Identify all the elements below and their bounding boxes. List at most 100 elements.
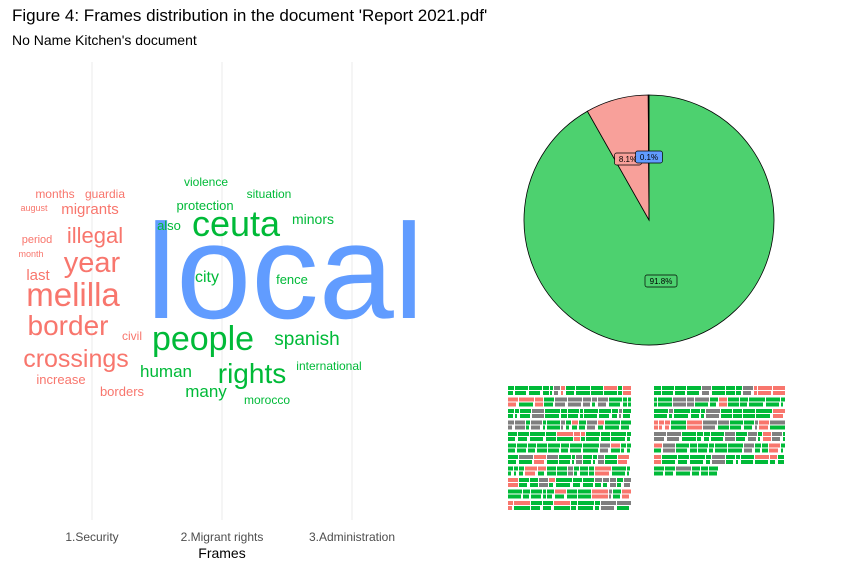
waffle-segment (515, 386, 528, 390)
waffle-segment (572, 425, 577, 430)
waffle-segment (514, 501, 530, 505)
waffle-segment (600, 448, 608, 453)
waffle-segment (627, 437, 630, 441)
waffle-segment (543, 386, 549, 390)
waffle-segment (595, 483, 601, 487)
waffle-segment (658, 402, 672, 407)
waffle-segment (697, 432, 703, 436)
waffle-segment (519, 455, 533, 459)
waffle-segment (623, 386, 631, 390)
waffle-segment (756, 409, 772, 413)
waffle-segment (749, 397, 765, 402)
waffle-segment (559, 460, 570, 464)
waffle-segment (698, 448, 707, 453)
waffle-segment (568, 409, 579, 413)
wordcloud-gridlines (91, 62, 353, 520)
waffle-segment (532, 409, 544, 413)
waffle-segment (595, 506, 599, 510)
waffle-segment (701, 409, 705, 413)
waffle-segment (519, 460, 532, 464)
waffle-segment (600, 443, 610, 448)
waffle-segment (772, 432, 782, 436)
waffle-segment (583, 402, 590, 407)
waffle-segment (611, 432, 626, 436)
waffle-segment (525, 466, 537, 471)
waffle-segment (617, 501, 631, 505)
waffle-segment (598, 425, 603, 430)
waffle-segment (508, 506, 512, 510)
waffle-segment (561, 420, 565, 425)
waffle-segment (726, 455, 735, 459)
waffle-segment (744, 448, 752, 453)
waffle-segment (654, 420, 658, 425)
waffle-chart (508, 386, 785, 510)
waffle-segment (654, 414, 667, 418)
waffle-segment (601, 501, 616, 505)
waffle-segment (743, 414, 755, 418)
waffle-segment (508, 420, 514, 425)
waffle-segment (728, 402, 739, 407)
waffle-segment (519, 471, 523, 476)
waffle-segment (531, 425, 540, 430)
waffle-segment (519, 397, 534, 402)
waffle-segment (690, 455, 705, 459)
waffle-segment (758, 437, 760, 441)
waffle-segment (621, 420, 631, 425)
waffle-segment (695, 397, 709, 402)
waffle-segment (543, 501, 553, 505)
waffle-segment (508, 443, 516, 448)
waffle-segment (555, 489, 566, 494)
waffle-segment (566, 386, 575, 390)
waffle-segment (618, 460, 627, 464)
waffle-segment (627, 443, 631, 448)
waffle-segment (781, 402, 783, 407)
waffle-segment (758, 391, 771, 395)
waffle-segment (554, 386, 560, 390)
word-international: international (296, 359, 361, 373)
word-city: city (195, 269, 219, 286)
pie-chart: 91.8% 8.1% 0.1% (523, 94, 775, 346)
waffle-segment (697, 437, 701, 441)
waffle-segment (690, 448, 697, 453)
waffle-segment (556, 483, 570, 487)
word-border: border (28, 310, 109, 341)
waffle-segment (567, 489, 577, 494)
waffle-segment (515, 409, 519, 413)
waffle-segment (704, 432, 710, 436)
waffle-segment (537, 443, 547, 448)
waffle-segment (548, 448, 559, 453)
waffle-segment (581, 437, 585, 441)
waffle-segment (583, 443, 599, 448)
waffle-segment (748, 432, 757, 436)
waffle-segment (671, 420, 686, 425)
waffle-segment (574, 466, 579, 471)
waffle-segment (783, 432, 785, 436)
waffle-segment (543, 391, 549, 395)
waffle-segment (583, 478, 594, 482)
waffle-segment (603, 483, 607, 487)
waffle-segment (520, 409, 531, 413)
waffle-segment (508, 455, 518, 459)
waffle-segment (529, 386, 542, 390)
waffle-segment (528, 443, 536, 448)
waffle-segment (508, 432, 517, 436)
waffle-segment (725, 432, 735, 436)
waffle-segment (554, 501, 570, 505)
waffle-segment (531, 501, 542, 505)
waffle-segment (545, 414, 559, 418)
waffle-segment (515, 425, 525, 430)
waffle-segment (508, 414, 513, 418)
waffle-segment (619, 409, 622, 413)
waffle-segment (568, 397, 582, 402)
waffle-segment (773, 414, 783, 418)
waffle-segment (654, 437, 664, 441)
pie-label: 91.8% (650, 277, 673, 286)
waffle-segment (548, 443, 560, 448)
waffle-segment (518, 437, 527, 441)
waffle-segment (508, 460, 516, 464)
waffle-segment (583, 448, 598, 453)
waffle-segment (519, 478, 529, 482)
waffle-segment (623, 402, 627, 407)
waffle-segment (712, 386, 725, 390)
waffle-segment (514, 466, 518, 471)
